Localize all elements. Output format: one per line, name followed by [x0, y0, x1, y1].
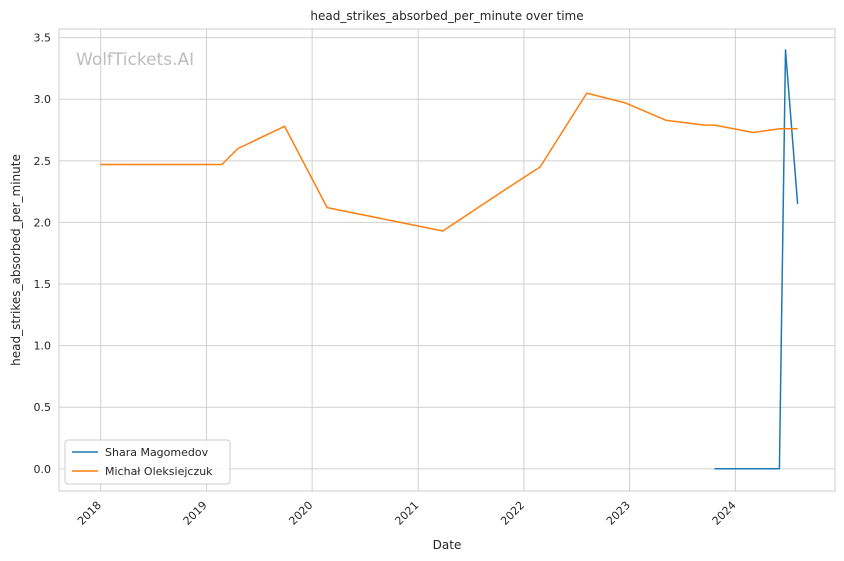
plot-frame — [58, 28, 836, 492]
legend-box — [64, 439, 231, 485]
watermark: WolfTickets.AI — [76, 50, 194, 70]
x-axis-label: Date — [433, 538, 462, 552]
y-tick-label: 3.0 — [34, 93, 52, 106]
legend-label: Michał Oleksiejczuk — [105, 465, 213, 478]
series-line-0 — [714, 49, 799, 470]
series-line-1 — [100, 92, 798, 232]
y-tick-label: 3.5 — [34, 32, 52, 45]
y-tick-label: 2.5 — [34, 155, 52, 168]
grid — [59, 29, 835, 491]
y-axis-ticks: 0.0 0.5 1.0 1.5 2.0 2.5 3.0 3.5 — [34, 32, 52, 476]
y-tick-label: 0.0 — [34, 463, 52, 476]
chart-title: head_strikes_absorbed_per_minute over ti… — [310, 9, 583, 23]
legend-label: Shara Magomedov — [105, 446, 209, 459]
legend: Shara Magomedov Michał Oleksiejczuk — [64, 439, 231, 485]
y-tick-label: 0.5 — [34, 401, 52, 414]
y-axis-label: head_strikes_absorbed_per_minute — [9, 154, 23, 366]
y-tick-label: 1.5 — [34, 278, 52, 291]
series-lines — [100, 49, 799, 470]
y-tick-label: 1.0 — [34, 340, 52, 353]
y-tick-label: 2.0 — [34, 216, 52, 229]
